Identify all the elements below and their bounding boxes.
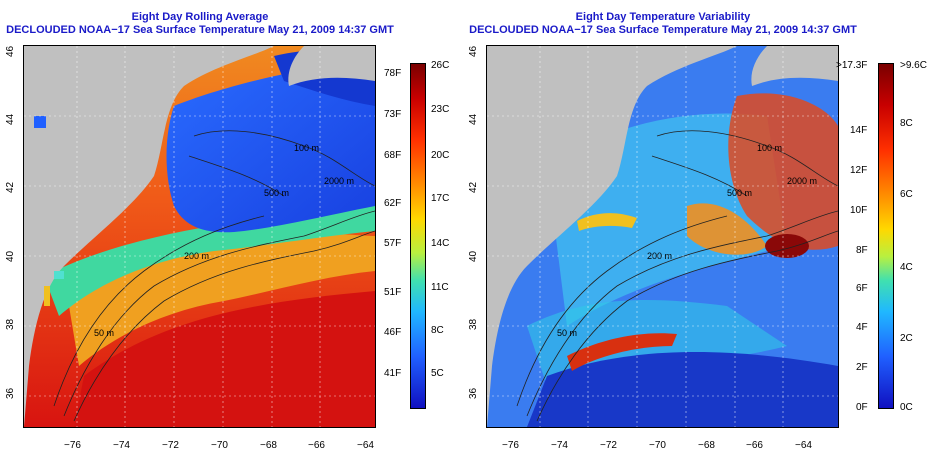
left-cbar-c-label: 23C [431, 104, 450, 115]
bathymetry-contours [53, 130, 375, 422]
left-x-tick: −64 [357, 440, 374, 451]
right-cbar-f-label: 12F [850, 165, 868, 176]
right-variability-image: 200 m 2000 m 100 m 500 m 50 m [487, 46, 838, 427]
left-x-tick: −76 [64, 440, 81, 451]
contour-label-2000m-right: 2000 m [787, 176, 817, 186]
contour-label-500m: 500 m [264, 188, 289, 198]
left-title: Eight Day Rolling Average DECLOUDED NOAA… [0, 11, 400, 37]
left-cbar-f-label: 57F [384, 238, 402, 249]
right-cbar-f-label: 8F [856, 245, 868, 256]
right-cbar-f-label: >17.3F [836, 60, 868, 71]
right-title-line1: Eight Day Temperature Variability [575, 11, 751, 23]
contour-label-200m: 200 m [184, 251, 209, 261]
left-y-tick: 44 [5, 113, 16, 125]
right-variability-map: 200 m 2000 m 100 m 500 m 50 m [486, 45, 839, 428]
right-y-tick: 46 [468, 45, 479, 57]
right-cbar-f-label: 10F [850, 205, 868, 216]
left-x-tick: −72 [162, 440, 179, 451]
right-cbar-c-label: 0C [900, 402, 913, 413]
contour-label-50m-right: 50 m [557, 328, 577, 338]
left-cbar-f-label: 41F [384, 368, 402, 379]
right-x-tick: −76 [502, 440, 519, 451]
right-cbar-f-label: 6F [856, 283, 868, 294]
right-x-tick: −64 [795, 440, 812, 451]
right-y-tick: 36 [468, 387, 479, 399]
left-cbar-f-label: 51F [384, 287, 402, 298]
contour-label-100m: 100 m [294, 143, 319, 153]
left-y-tick: 46 [5, 45, 16, 57]
left-colorbar [410, 63, 426, 409]
right-cbar-c-label: >9.6C [900, 60, 927, 71]
left-cbar-c-label: 14C [431, 238, 450, 249]
contour-label-500m-right: 500 m [727, 188, 752, 198]
left-x-tick: −68 [260, 440, 277, 451]
right-cbar-c-label: 2C [900, 333, 913, 344]
right-cbar-c-label: 6C [900, 189, 913, 200]
right-cbar-c-label: 8C [900, 118, 913, 129]
right-y-tick: 38 [468, 318, 479, 330]
contour-label-2000m: 2000 m [324, 176, 354, 186]
right-title-line2: DECLOUDED NOAA−17 Sea Surface Temperatur… [469, 24, 857, 36]
left-sst-map: 200 m 2000 m 100 m 500 m 50 m [23, 45, 376, 428]
right-cbar-f-label: 4F [856, 322, 868, 333]
right-colorbar [878, 63, 894, 409]
left-y-tick: 40 [5, 250, 16, 262]
left-x-tick: −66 [308, 440, 325, 451]
left-sst-image: 200 m 2000 m 100 m 500 m 50 m [24, 46, 375, 427]
right-cbar-f-label: 2F [856, 362, 868, 373]
right-cbar-f-label: 0F [856, 402, 868, 413]
left-cbar-f-label: 62F [384, 198, 402, 209]
graticule [24, 46, 375, 427]
left-cbar-c-label: 20C [431, 150, 450, 161]
right-cbar-c-label: 4C [900, 262, 913, 273]
left-cbar-c-label: 17C [431, 193, 450, 204]
left-y-tick: 38 [5, 318, 16, 330]
left-y-tick: 42 [5, 181, 16, 193]
right-x-tick: −74 [551, 440, 568, 451]
left-x-tick: −70 [211, 440, 228, 451]
contour-label-200m-right: 200 m [647, 251, 672, 261]
contour-label-100m-right: 100 m [757, 143, 782, 153]
left-cbar-f-label: 68F [384, 150, 402, 161]
left-y-tick: 36 [5, 387, 16, 399]
contour-label-50m: 50 m [94, 328, 114, 338]
bathymetry-contours-right [516, 130, 838, 422]
right-cbar-f-label: 14F [850, 125, 868, 136]
left-cbar-c-label: 5C [431, 368, 444, 379]
right-x-tick: −66 [746, 440, 763, 451]
left-cbar-c-label: 11C [431, 282, 449, 293]
left-x-tick: −74 [113, 440, 130, 451]
right-y-tick: 44 [468, 113, 479, 125]
right-y-tick: 40 [468, 250, 479, 262]
right-y-tick: 42 [468, 181, 479, 193]
left-cbar-f-label: 73F [384, 109, 402, 120]
left-title-line2: DECLOUDED NOAA−17 Sea Surface Temperatur… [6, 24, 394, 36]
graticule-right [487, 46, 838, 427]
right-x-tick: −72 [600, 440, 617, 451]
right-x-tick: −70 [649, 440, 666, 451]
left-title-line1: Eight Day Rolling Average [131, 11, 269, 23]
left-cbar-c-label: 26C [431, 60, 450, 71]
right-x-tick: −68 [698, 440, 715, 451]
left-cbar-f-label: 46F [384, 327, 402, 338]
left-cbar-c-label: 8C [431, 325, 444, 336]
left-cbar-f-label: 78F [384, 68, 402, 79]
right-title: Eight Day Temperature Variability DECLOU… [463, 11, 863, 37]
